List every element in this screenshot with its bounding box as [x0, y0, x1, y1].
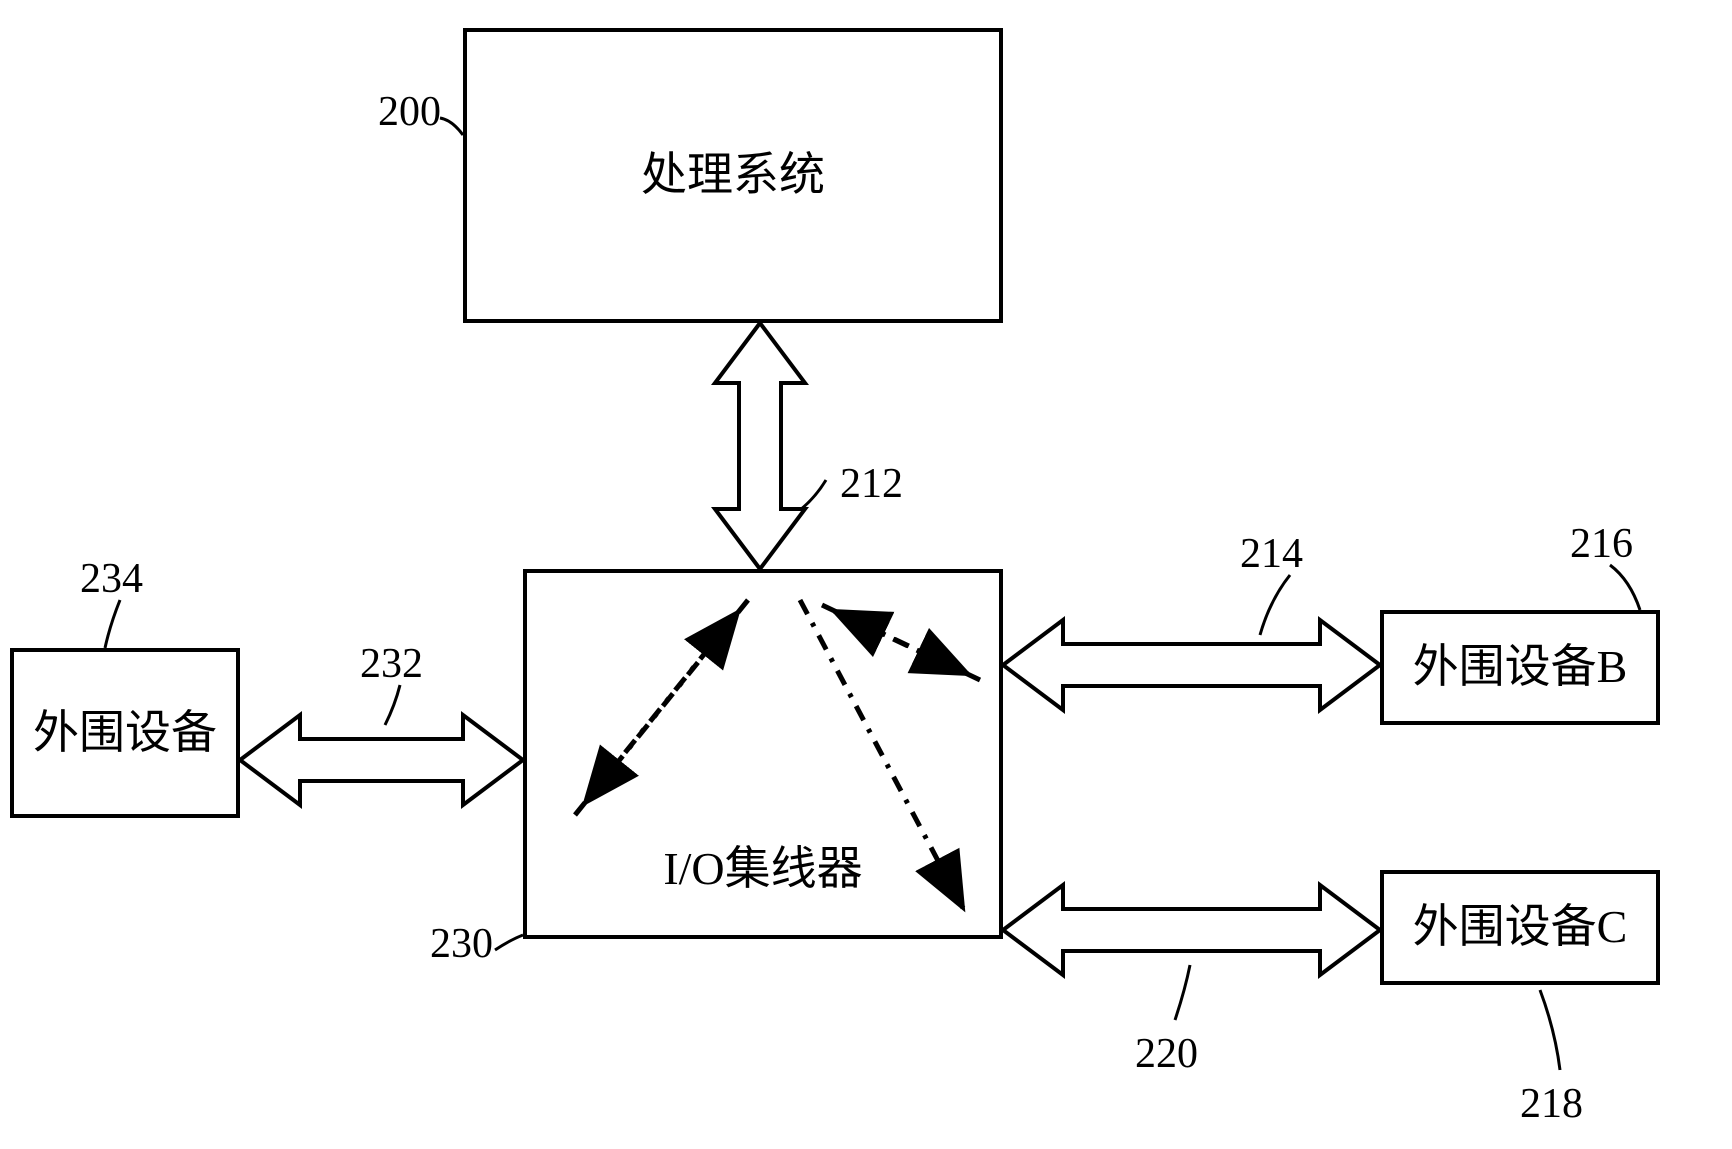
node-io-hub: I/O集线器 — [523, 569, 1003, 939]
ref-214: 214 — [1240, 530, 1303, 578]
node-peripheral-c-label: 外围设备C — [1413, 902, 1628, 953]
ref-232: 232 — [360, 640, 423, 688]
arrow-232 — [240, 715, 523, 805]
node-peripheral-b-label: 外围设备B — [1413, 642, 1628, 693]
ref-200: 200 — [378, 88, 441, 136]
node-processing-system: 处理系统 — [463, 28, 1003, 323]
node-peripheral-a: 外围设备 — [10, 648, 240, 818]
arrow-212 — [715, 323, 805, 569]
ref-234: 234 — [80, 555, 143, 603]
arrow-220 — [1003, 885, 1380, 975]
ref-218: 218 — [1520, 1080, 1583, 1128]
ref-216: 216 — [1570, 520, 1633, 568]
ref-220: 220 — [1135, 1030, 1198, 1078]
node-io-hub-label: I/O集线器 — [663, 844, 862, 895]
ref-230: 230 — [430, 920, 493, 968]
node-processing-system-label: 处理系统 — [641, 150, 825, 201]
arrow-214 — [1003, 620, 1380, 710]
node-peripheral-c: 外围设备C — [1380, 870, 1660, 985]
node-peripheral-a-label: 外围设备 — [33, 708, 217, 759]
diagram-canvas: 处理系统 I/O集线器 外围设备 外围设备B 外围设备C 200 212 214… — [0, 0, 1732, 1149]
node-peripheral-b: 外围设备B — [1380, 610, 1660, 725]
ref-212: 212 — [840, 460, 903, 508]
